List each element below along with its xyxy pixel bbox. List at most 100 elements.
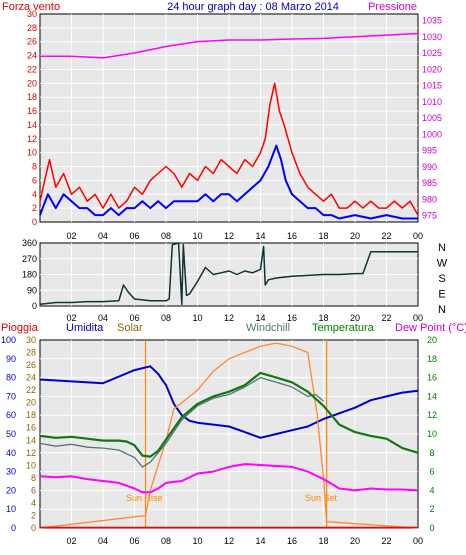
pressure-y-tick: 1000 <box>422 129 442 139</box>
umidita-y-tick: 40 <box>6 448 16 458</box>
wind-y-tick: 16 <box>27 106 37 116</box>
weather-series-solar <box>39 342 419 529</box>
wind-y-tick: 6 <box>32 175 37 185</box>
axis-layer: 0246810121416182022242628309759809859909… <box>1 9 448 546</box>
weather-x-tick: 00 <box>413 536 423 546</box>
solar-y-tick: 28 <box>26 348 36 358</box>
solar-y-tick: 10 <box>26 460 36 470</box>
direction-y-tick: 360 <box>22 238 37 248</box>
compass-label: E <box>438 289 445 301</box>
wind-x-tick: 06 <box>129 231 139 241</box>
direction-x-tick: 16 <box>287 313 297 323</box>
direction-x-tick: 04 <box>98 313 108 323</box>
wind-x-tick: 12 <box>224 231 234 241</box>
grid-layer <box>40 14 418 528</box>
wind-y-tick: 10 <box>27 148 37 158</box>
wind-x-tick: 08 <box>161 231 171 241</box>
weather-x-tick: 20 <box>350 536 360 546</box>
weather-x-tick: 22 <box>381 536 391 546</box>
umidita-y-tick: 60 <box>6 410 16 420</box>
direction-series <box>39 242 418 306</box>
solar-y-tick: 20 <box>26 398 36 408</box>
direction-x-tick: 12 <box>224 313 234 323</box>
umidita-y-tick: 70 <box>6 391 16 401</box>
solar-y-tick: 18 <box>26 410 36 420</box>
temp-y-tick: 2 <box>429 504 434 514</box>
solar-y-tick: 2 <box>31 510 36 520</box>
umidita-y-tick: 0 <box>11 523 16 533</box>
direction-y-tick: 180 <box>22 270 37 280</box>
wind-x-tick: 20 <box>350 231 360 241</box>
pressure-y-tick: 990 <box>422 162 437 172</box>
weather-x-tick: 14 <box>255 536 265 546</box>
temp-y-tick: 0 <box>429 523 434 533</box>
weather-series-humidity <box>39 365 419 439</box>
pressure-y-tick: 1035 <box>422 16 442 26</box>
weather-x-tick: 06 <box>129 536 139 546</box>
temp-y-tick: 10 <box>427 429 437 439</box>
legend-umidita: Umidita <box>66 322 104 334</box>
wind-x-tick: 00 <box>413 231 423 241</box>
wind-y-tick: 14 <box>27 120 37 130</box>
wind-x-tick: 16 <box>287 231 297 241</box>
pressure-axis-label: Pressione <box>368 1 417 13</box>
series-layer <box>39 32 419 529</box>
solar-y-tick: 16 <box>26 423 36 433</box>
solar-y-tick: 24 <box>26 373 36 383</box>
pressure-y-tick: 1005 <box>422 113 442 123</box>
umidita-y-tick: 50 <box>6 429 16 439</box>
temp-y-tick: 8 <box>429 448 434 458</box>
wind-x-tick: 22 <box>381 231 391 241</box>
direction-y-tick: 0 <box>32 301 37 311</box>
solar-y-tick: 30 <box>26 335 36 345</box>
pressure-y-tick: 980 <box>422 194 437 204</box>
wind-series-gust <box>39 82 419 216</box>
temp-y-tick: 12 <box>427 410 437 420</box>
temp-y-tick: 6 <box>429 467 434 477</box>
wind-x-tick: 18 <box>318 231 328 241</box>
weather-x-tick: 18 <box>318 536 328 546</box>
wind-x-tick: 14 <box>255 231 265 241</box>
wind-x-tick: 04 <box>98 231 108 241</box>
weather-x-tick: 12 <box>224 536 234 546</box>
sunset-label: Sun Set <box>305 493 338 503</box>
wind-y-tick: 20 <box>27 78 37 88</box>
legend-temperatura: Temperatura <box>312 322 375 334</box>
solar-y-tick: 6 <box>31 485 36 495</box>
wind-y-tick: 28 <box>27 23 37 33</box>
wind-series-pressure <box>40 32 419 59</box>
compass-label: N <box>438 242 446 254</box>
pressure-y-tick: 1015 <box>422 81 442 91</box>
direction-x-tick: 00 <box>413 313 423 323</box>
solar-y-tick: 0 <box>31 523 36 533</box>
weather-series-temperature <box>39 371 419 458</box>
temp-y-tick: 16 <box>427 373 437 383</box>
pressure-y-tick: 985 <box>422 178 437 188</box>
wind-y-tick: 22 <box>27 64 37 74</box>
legend-windchill: Windchill <box>246 322 290 334</box>
wind-y-tick: 8 <box>32 162 37 172</box>
direction-x-tick: 22 <box>381 313 391 323</box>
wind-y-tick: 24 <box>27 51 37 61</box>
direction-x-tick: 18 <box>318 313 328 323</box>
wind-y-tick: 30 <box>27 9 37 19</box>
temp-y-tick: 18 <box>427 354 437 364</box>
direction-x-tick: 14 <box>255 313 265 323</box>
compass-label: N <box>438 304 446 316</box>
pressure-y-tick: 975 <box>422 211 437 221</box>
wind-y-tick: 18 <box>27 92 37 102</box>
legend-pioggia: Pioggia <box>1 322 39 334</box>
wind-y-tick: 26 <box>27 37 37 47</box>
weather-series-windchill <box>39 376 324 468</box>
umidita-y-tick: 10 <box>6 504 16 514</box>
pressure-y-tick: 1025 <box>422 48 442 58</box>
legend-dewpoint: Dew Point (°C) <box>395 322 466 334</box>
solar-y-tick: 8 <box>31 473 36 483</box>
wind-y-tick: 0 <box>32 217 37 227</box>
solar-y-tick: 14 <box>26 435 36 445</box>
wind-y-tick: 4 <box>32 189 37 199</box>
pressure-y-tick: 1010 <box>422 97 442 107</box>
weather-x-tick: 16 <box>287 536 297 546</box>
wind-y-tick: 12 <box>27 134 37 144</box>
umidita-y-tick: 20 <box>6 485 16 495</box>
